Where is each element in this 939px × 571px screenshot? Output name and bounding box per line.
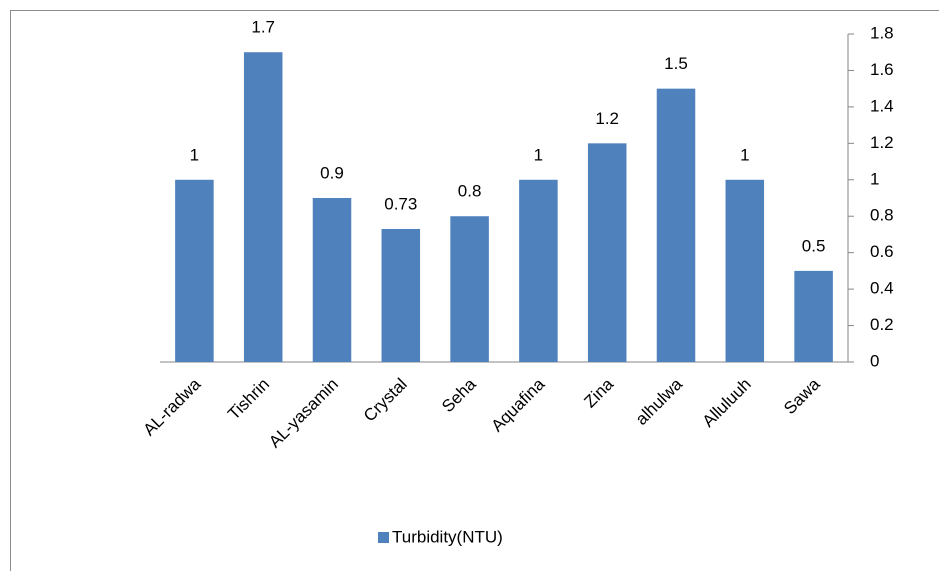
legend-swatch <box>378 532 389 543</box>
bar <box>175 179 214 362</box>
bar <box>587 143 627 362</box>
data-label: 1 <box>740 145 749 164</box>
y-tick-label: 0.6 <box>870 242 894 261</box>
data-label: 1 <box>534 145 543 164</box>
data-label: 0.5 <box>802 236 826 255</box>
bar <box>312 198 352 362</box>
legend-label: Turbidity(NTU) <box>392 527 503 546</box>
y-tick-label: 0.8 <box>870 206 894 225</box>
bar <box>519 179 558 362</box>
bar <box>794 270 833 362</box>
y-tick-label: 1 <box>870 169 879 188</box>
y-tick-label: 1.6 <box>870 60 894 79</box>
data-label: 1.2 <box>595 109 619 128</box>
bar <box>450 216 489 362</box>
y-tick-label: 0.2 <box>870 315 894 334</box>
y-tick-label: 0 <box>870 351 879 370</box>
y-tick-label: 1.8 <box>870 23 894 42</box>
data-label: 0.9 <box>320 163 344 182</box>
bar <box>656 88 696 363</box>
y-tick-label: 1.2 <box>870 133 894 152</box>
bar <box>243 52 283 362</box>
bar <box>725 179 765 362</box>
bar <box>381 228 421 362</box>
data-label: 0.73 <box>384 194 417 213</box>
data-label: 1.5 <box>664 54 688 73</box>
data-label: 1.7 <box>251 18 275 37</box>
data-label: 1 <box>190 145 199 164</box>
y-tick-label: 0.4 <box>870 279 894 298</box>
data-label: 0.8 <box>458 182 482 201</box>
y-tick-label: 1.4 <box>870 96 894 115</box>
